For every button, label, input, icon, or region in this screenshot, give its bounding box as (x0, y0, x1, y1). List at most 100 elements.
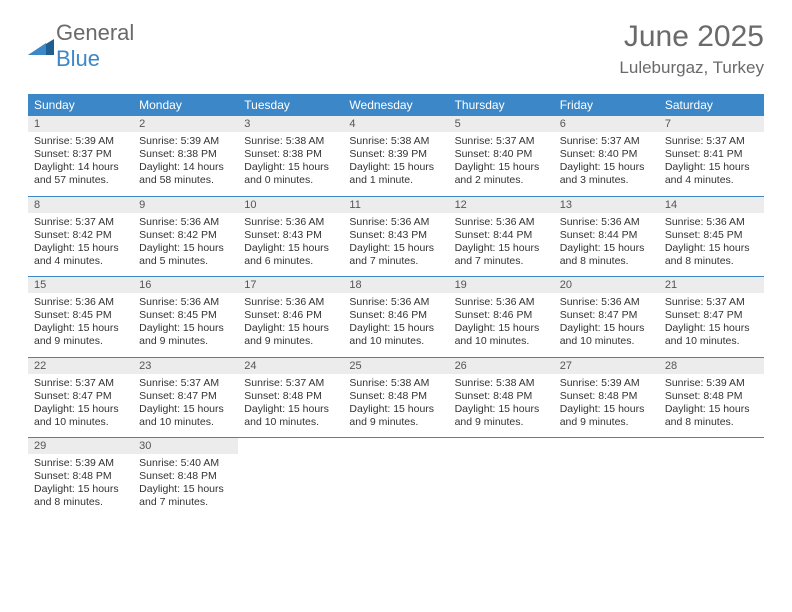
daylight-text: Daylight: 14 hours (139, 161, 232, 174)
sunrise-text: Sunrise: 5:37 AM (665, 135, 758, 148)
day-cell: 11Sunrise: 5:36 AMSunset: 8:43 PMDayligh… (343, 197, 448, 277)
day-cell: 9Sunrise: 5:36 AMSunset: 8:42 PMDaylight… (133, 197, 238, 277)
sunset-text: Sunset: 8:48 PM (349, 390, 442, 403)
sunrise-text: Sunrise: 5:37 AM (34, 216, 127, 229)
daylight-text: Daylight: 15 hours (139, 322, 232, 335)
daylight-text: and 9 minutes. (455, 416, 548, 429)
sunrise-text: Sunrise: 5:39 AM (665, 377, 758, 390)
day-cell (449, 438, 554, 518)
day-number-empty (343, 438, 448, 454)
sunrise-text: Sunrise: 5:36 AM (139, 296, 232, 309)
day-number: 19 (449, 277, 554, 293)
daylight-text: and 9 minutes. (34, 335, 127, 348)
sunset-text: Sunset: 8:38 PM (244, 148, 337, 161)
daylight-text: Daylight: 15 hours (244, 161, 337, 174)
day-number: 27 (554, 358, 659, 374)
weekday-thu: Thursday (449, 94, 554, 116)
daylight-text: Daylight: 15 hours (560, 242, 653, 255)
daylight-text: Daylight: 15 hours (455, 161, 548, 174)
day-number: 3 (238, 116, 343, 132)
sunset-text: Sunset: 8:37 PM (34, 148, 127, 161)
sunrise-text: Sunrise: 5:37 AM (244, 377, 337, 390)
day-number: 15 (28, 277, 133, 293)
day-number: 22 (28, 358, 133, 374)
day-number: 24 (238, 358, 343, 374)
day-number: 16 (133, 277, 238, 293)
daylight-text: and 7 minutes. (455, 255, 548, 268)
sunrise-text: Sunrise: 5:36 AM (665, 216, 758, 229)
day-number: 23 (133, 358, 238, 374)
daylight-text: and 10 minutes. (560, 335, 653, 348)
sunset-text: Sunset: 8:38 PM (139, 148, 232, 161)
daylight-text: Daylight: 15 hours (560, 322, 653, 335)
day-cell: 26Sunrise: 5:38 AMSunset: 8:48 PMDayligh… (449, 358, 554, 438)
sunset-text: Sunset: 8:48 PM (34, 470, 127, 483)
day-cell: 30Sunrise: 5:40 AMSunset: 8:48 PMDayligh… (133, 438, 238, 518)
daylight-text: and 10 minutes. (34, 416, 127, 429)
logo-text-2: Blue (56, 46, 100, 71)
daylight-text: and 4 minutes. (34, 255, 127, 268)
day-cell: 20Sunrise: 5:36 AMSunset: 8:47 PMDayligh… (554, 277, 659, 357)
daylight-text: Daylight: 15 hours (34, 242, 127, 255)
sunset-text: Sunset: 8:44 PM (455, 229, 548, 242)
day-number: 13 (554, 197, 659, 213)
sunrise-text: Sunrise: 5:36 AM (139, 216, 232, 229)
week-row: 22Sunrise: 5:37 AMSunset: 8:47 PMDayligh… (28, 358, 764, 439)
day-cell (343, 438, 448, 518)
sunrise-text: Sunrise: 5:40 AM (139, 457, 232, 470)
day-number: 18 (343, 277, 448, 293)
day-number: 10 (238, 197, 343, 213)
day-number: 14 (659, 197, 764, 213)
day-number: 20 (554, 277, 659, 293)
logo-triangle-icon (28, 35, 54, 57)
day-number-empty (449, 438, 554, 454)
logo-text: General Blue (56, 20, 134, 72)
day-cell (554, 438, 659, 518)
daylight-text: and 8 minutes. (34, 496, 127, 509)
day-cell: 8 Sunrise: 5:37 AMSunset: 8:42 PMDaylight… (28, 197, 133, 277)
day-cell: 14 Sunrise: 5:36 AMSunset: 8:45 PMDayligh… (659, 197, 764, 277)
sunrise-text: Sunrise: 5:37 AM (34, 377, 127, 390)
daylight-text: Daylight: 15 hours (665, 161, 758, 174)
day-number: 29 (28, 438, 133, 454)
week-row: 29Sunrise: 5:39 AMSunset: 8:48 PMDayligh… (28, 438, 764, 518)
day-number: 26 (449, 358, 554, 374)
day-cell: 1Sunrise: 5:39 AMSunset: 8:37 PMDaylight… (28, 116, 133, 196)
daylight-text: and 4 minutes. (665, 174, 758, 187)
day-cell: 17Sunrise: 5:36 AMSunset: 8:46 PMDayligh… (238, 277, 343, 357)
week-row: 15Sunrise: 5:36 AMSunset: 8:45 PMDayligh… (28, 277, 764, 358)
day-number: 8 (28, 197, 133, 213)
sunrise-text: Sunrise: 5:37 AM (455, 135, 548, 148)
sunset-text: Sunset: 8:47 PM (34, 390, 127, 403)
sunset-text: Sunset: 8:46 PM (244, 309, 337, 322)
daylight-text: and 1 minute. (349, 174, 442, 187)
daylight-text: and 10 minutes. (665, 335, 758, 348)
sunrise-text: Sunrise: 5:38 AM (244, 135, 337, 148)
daylight-text: and 10 minutes. (349, 335, 442, 348)
day-cell: 21Sunrise: 5:37 AMSunset: 8:47 PMDayligh… (659, 277, 764, 357)
daylight-text: and 0 minutes. (244, 174, 337, 187)
sunset-text: Sunset: 8:42 PM (34, 229, 127, 242)
sunset-text: Sunset: 8:45 PM (665, 229, 758, 242)
sunrise-text: Sunrise: 5:36 AM (455, 216, 548, 229)
daylight-text: Daylight: 15 hours (139, 242, 232, 255)
weekday-fri: Friday (554, 94, 659, 116)
day-cell: 12Sunrise: 5:36 AMSunset: 8:44 PMDayligh… (449, 197, 554, 277)
weekday-sun: Sunday (28, 94, 133, 116)
day-cell: 7Sunrise: 5:37 AMSunset: 8:41 PMDaylight… (659, 116, 764, 196)
sunset-text: Sunset: 8:40 PM (560, 148, 653, 161)
day-number: 12 (449, 197, 554, 213)
daylight-text: and 9 minutes. (560, 416, 653, 429)
day-cell: 6Sunrise: 5:37 AMSunset: 8:40 PMDaylight… (554, 116, 659, 196)
day-cell: 13Sunrise: 5:36 AMSunset: 8:44 PMDayligh… (554, 197, 659, 277)
daylight-text: Daylight: 15 hours (34, 403, 127, 416)
sunrise-text: Sunrise: 5:39 AM (34, 457, 127, 470)
sunrise-text: Sunrise: 5:37 AM (560, 135, 653, 148)
daylight-text: Daylight: 15 hours (665, 242, 758, 255)
daylight-text: and 7 minutes. (139, 496, 232, 509)
daylight-text: and 58 minutes. (139, 174, 232, 187)
daylight-text: and 8 minutes. (665, 416, 758, 429)
calendar: Sunday Monday Tuesday Wednesday Thursday… (28, 94, 764, 518)
daylight-text: Daylight: 15 hours (34, 322, 127, 335)
day-cell: 28Sunrise: 5:39 AMSunset: 8:48 PMDayligh… (659, 358, 764, 438)
